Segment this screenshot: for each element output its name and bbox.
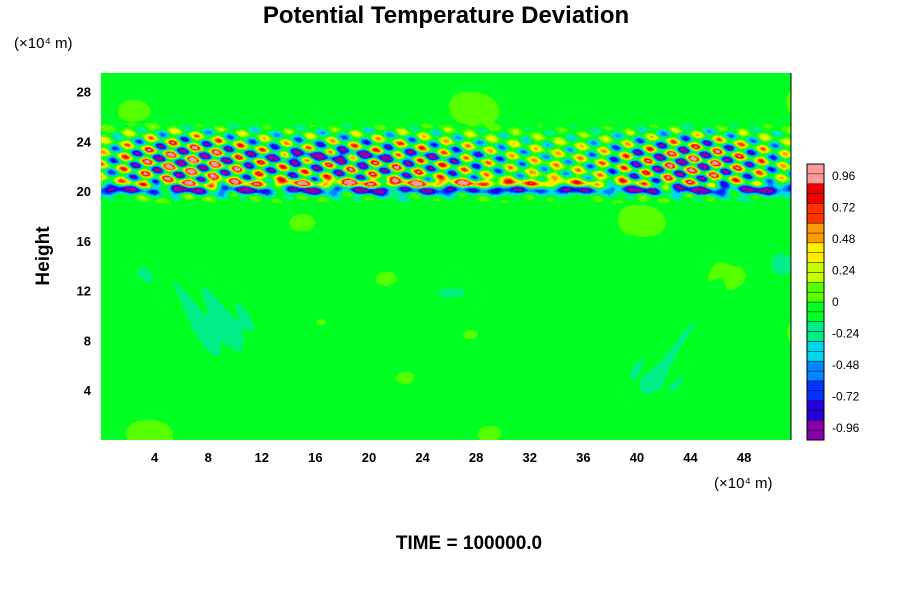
colorbar-swatch xyxy=(806,222,825,234)
colorbar-tick-label: -0.48 xyxy=(832,358,860,372)
colorbar: 0.96 0.72 0.48 0.24 0 -0.24 -0.48 -0.72 -0.96 xyxy=(806,163,860,441)
y-tick-label: 24 xyxy=(77,134,92,149)
colorbar-swatch xyxy=(806,232,825,244)
colorbar-swatch xyxy=(806,351,825,362)
x-tick-label: 36 xyxy=(576,450,590,465)
colorbar-frame xyxy=(806,163,825,441)
heatmap-field xyxy=(101,73,791,440)
x-axis-ticks: 4 8 12 16 20 24 28 32 36 40 44 48 xyxy=(151,450,751,465)
colorbar-swatch xyxy=(806,370,825,382)
colorbar-swatch xyxy=(806,360,825,372)
colorbar-swatch xyxy=(806,193,825,204)
y-tick-label: 8 xyxy=(84,333,91,348)
colorbar-swatch xyxy=(806,429,825,441)
colorbar-swatch xyxy=(806,173,825,184)
colorbar-swatch xyxy=(806,213,825,224)
colorbar-swatch xyxy=(806,410,825,421)
colorbar-swatch xyxy=(806,282,825,293)
x-tick-label: 40 xyxy=(630,450,644,465)
y-axis-ticks: 4 8 12 16 20 24 28 xyxy=(77,85,92,399)
colorbar-swatch xyxy=(806,321,825,332)
chart-title: Potential Temperature Deviation xyxy=(263,2,629,29)
plot-area xyxy=(101,73,792,440)
colorbar-tick-label: -0.96 xyxy=(832,421,860,435)
x-tick-label: 8 xyxy=(205,450,212,465)
colorbar-tick-label: 0.48 xyxy=(832,232,856,246)
colorbar-swatch xyxy=(806,262,825,273)
colorbar-swatch xyxy=(806,341,825,352)
x-tick-label: 4 xyxy=(151,450,159,465)
x-tick-label: 24 xyxy=(415,450,430,465)
colorbar-swatch xyxy=(806,390,825,401)
colorbar-tick-label: -0.24 xyxy=(832,327,860,341)
colorbar-swatch xyxy=(806,301,825,313)
y-tick-label: 12 xyxy=(77,284,91,299)
y-tick-label: 16 xyxy=(77,234,91,249)
colorbar-swatch xyxy=(806,242,825,253)
colorbar-swatch xyxy=(806,380,825,391)
colorbar-swatch xyxy=(806,252,825,263)
time-footer: TIME = 100000.0 xyxy=(396,533,542,554)
y-axis-title: Height xyxy=(33,226,54,286)
x-tick-label: 16 xyxy=(308,450,322,465)
x-tick-label: 12 xyxy=(255,450,269,465)
colorbar-tick-label: 0.24 xyxy=(832,263,856,277)
y-unit-label: (×10⁴ m) xyxy=(14,35,73,52)
x-tick-label: 44 xyxy=(683,450,698,465)
colorbar-swatch xyxy=(806,291,825,303)
colorbar-swatch xyxy=(806,311,825,322)
colorbar-tick-label: 0.96 xyxy=(832,169,856,183)
y-tick-label: 28 xyxy=(77,85,91,100)
colorbar-swatch xyxy=(806,163,825,175)
x-tick-label: 20 xyxy=(362,450,376,465)
colorbar-tick-label: 0.72 xyxy=(832,200,856,214)
x-tick-label: 32 xyxy=(523,450,537,465)
y-tick-label: 4 xyxy=(84,383,92,398)
colorbar-tick-label: -0.72 xyxy=(832,390,860,404)
colorbar-swatch xyxy=(806,272,825,283)
colorbar-tick-label: 0 xyxy=(832,295,839,309)
x-unit-label: (×10⁴ m) xyxy=(714,475,773,492)
colorbar-swatch xyxy=(806,331,825,342)
colorbar-swatch xyxy=(806,183,825,194)
x-tick-label: 48 xyxy=(737,450,751,465)
colorbar-swatch xyxy=(806,400,825,411)
colorbar-swatch xyxy=(806,420,825,431)
colorbar-swatch xyxy=(806,203,825,214)
y-tick-label: 20 xyxy=(77,184,91,199)
x-tick-label: 28 xyxy=(469,450,483,465)
